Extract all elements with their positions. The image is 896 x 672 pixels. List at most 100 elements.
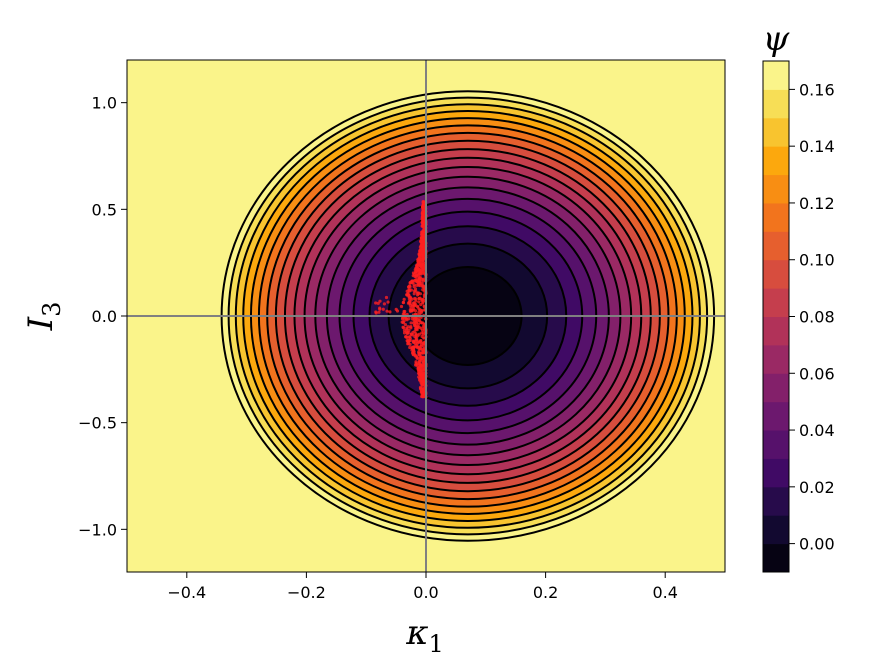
y-tick-label: −0.5 bbox=[78, 414, 117, 433]
scatter-point bbox=[418, 271, 422, 276]
scatter-point bbox=[410, 333, 415, 337]
scatter-point bbox=[412, 292, 416, 296]
scatter-point bbox=[408, 308, 412, 312]
colorbar-band bbox=[763, 373, 789, 403]
y-tick-label: −1.0 bbox=[78, 520, 117, 539]
scatter-point bbox=[411, 308, 415, 312]
scatter-point bbox=[405, 326, 409, 330]
scatter-point bbox=[418, 318, 422, 323]
scatter-point bbox=[412, 317, 416, 321]
scatter-point bbox=[406, 339, 410, 343]
scatter-point bbox=[419, 247, 423, 252]
scatter-point bbox=[382, 302, 387, 306]
scatter-point bbox=[421, 279, 425, 283]
scatter-point bbox=[401, 300, 406, 304]
scatter-point bbox=[417, 300, 421, 304]
scatter-point bbox=[385, 309, 389, 313]
colorbar-band bbox=[763, 146, 789, 176]
scatter-point bbox=[408, 342, 412, 346]
scatter-point bbox=[414, 360, 418, 364]
y-axis-label-main: I bbox=[21, 316, 61, 331]
colorbar-band bbox=[763, 231, 789, 261]
x-axis-label: κ1 bbox=[405, 613, 444, 658]
scatter-point bbox=[422, 256, 426, 260]
scatter-point bbox=[408, 295, 412, 299]
scatter-point bbox=[378, 307, 382, 311]
scatter-point bbox=[419, 390, 424, 395]
scatter-point bbox=[417, 350, 421, 354]
scatter-point bbox=[420, 224, 424, 228]
colorbar-band bbox=[763, 430, 789, 459]
colorbar-tick-label: 0.10 bbox=[799, 251, 835, 270]
x-axis-label-main: κ bbox=[405, 613, 428, 653]
scatter-point bbox=[405, 330, 409, 334]
scatter-point bbox=[409, 326, 413, 330]
scatter-point bbox=[417, 274, 421, 278]
scatter-point bbox=[420, 308, 424, 313]
scatter-point bbox=[419, 343, 424, 347]
scatter-point bbox=[416, 291, 421, 295]
scatter-point bbox=[411, 274, 415, 278]
x-tick-label: 0.4 bbox=[652, 583, 677, 602]
colorbar-tick-label: 0.04 bbox=[799, 421, 835, 440]
scatter-point bbox=[420, 331, 424, 335]
scatter-point bbox=[421, 285, 425, 289]
colorbar-band bbox=[763, 401, 789, 431]
scatter-point bbox=[416, 322, 420, 326]
scatter-point bbox=[418, 385, 423, 390]
scatter-point bbox=[421, 254, 425, 258]
scatter-point bbox=[414, 297, 418, 301]
scatter-point bbox=[405, 318, 409, 322]
scatter-point bbox=[414, 336, 418, 340]
scatter-point bbox=[381, 307, 385, 311]
scatter-point bbox=[419, 379, 423, 383]
scatter-point bbox=[420, 328, 425, 332]
scatter-point bbox=[420, 220, 425, 224]
colorbar-ticks: 0.00 0.02 0.04 0.06 0.08 0.10 0.12 0.14 0.16 bbox=[789, 80, 835, 554]
scatter-point bbox=[402, 297, 406, 301]
colorbar: 0.00 0.02 0.04 0.06 0.08 0.10 0.12 0.14 0.16 ψ bbox=[762, 19, 835, 573]
scatter-point bbox=[418, 257, 423, 262]
colorbar-tick-label: 0.16 bbox=[799, 80, 835, 99]
colorbar-band bbox=[763, 288, 789, 317]
scatter-point bbox=[376, 301, 380, 305]
scatter-point bbox=[384, 295, 389, 300]
colorbar-band bbox=[763, 61, 789, 90]
scatter-point bbox=[413, 279, 417, 283]
scatter-point bbox=[414, 289, 418, 293]
scatter-point bbox=[415, 355, 419, 359]
scatter-point bbox=[408, 284, 412, 288]
scatter-point bbox=[422, 344, 426, 348]
y-tick-label: 0.5 bbox=[92, 200, 117, 219]
scatter-point bbox=[421, 300, 425, 304]
y-axis-ticks: −1.0 −0.5 0.0 0.5 1.0 bbox=[78, 94, 127, 539]
scatter-point bbox=[415, 341, 419, 345]
scatter-point bbox=[419, 269, 423, 273]
colorbar-tick-label: 0.00 bbox=[799, 535, 835, 554]
scatter-point bbox=[419, 303, 423, 307]
scatter-point bbox=[402, 309, 406, 314]
scatter-point bbox=[422, 209, 426, 213]
colorbar-band bbox=[763, 458, 789, 488]
x-axis-ticks: −0.4 −0.2 0.0 0.2 0.4 bbox=[167, 572, 678, 602]
scatter-point bbox=[420, 334, 424, 339]
x-tick-label: 0.2 bbox=[533, 583, 558, 602]
scatter-point bbox=[414, 266, 419, 270]
y-axis-label: I3 bbox=[21, 302, 66, 332]
scatter-point bbox=[412, 319, 416, 323]
y-tick-label: 1.0 bbox=[92, 94, 117, 113]
colorbar-band bbox=[763, 344, 789, 374]
scatter-point bbox=[413, 329, 417, 334]
scatter-point bbox=[399, 304, 404, 309]
scatter-point bbox=[419, 232, 424, 237]
colorbar-band bbox=[763, 89, 789, 119]
colorbar-band bbox=[763, 174, 789, 204]
scatter-point bbox=[417, 296, 421, 301]
scatter-point bbox=[412, 301, 416, 305]
scatter-point bbox=[401, 321, 405, 325]
scatter-point bbox=[378, 299, 382, 303]
scatter-point bbox=[394, 307, 398, 311]
scatter-point bbox=[418, 253, 422, 257]
colorbar-band bbox=[763, 202, 789, 232]
